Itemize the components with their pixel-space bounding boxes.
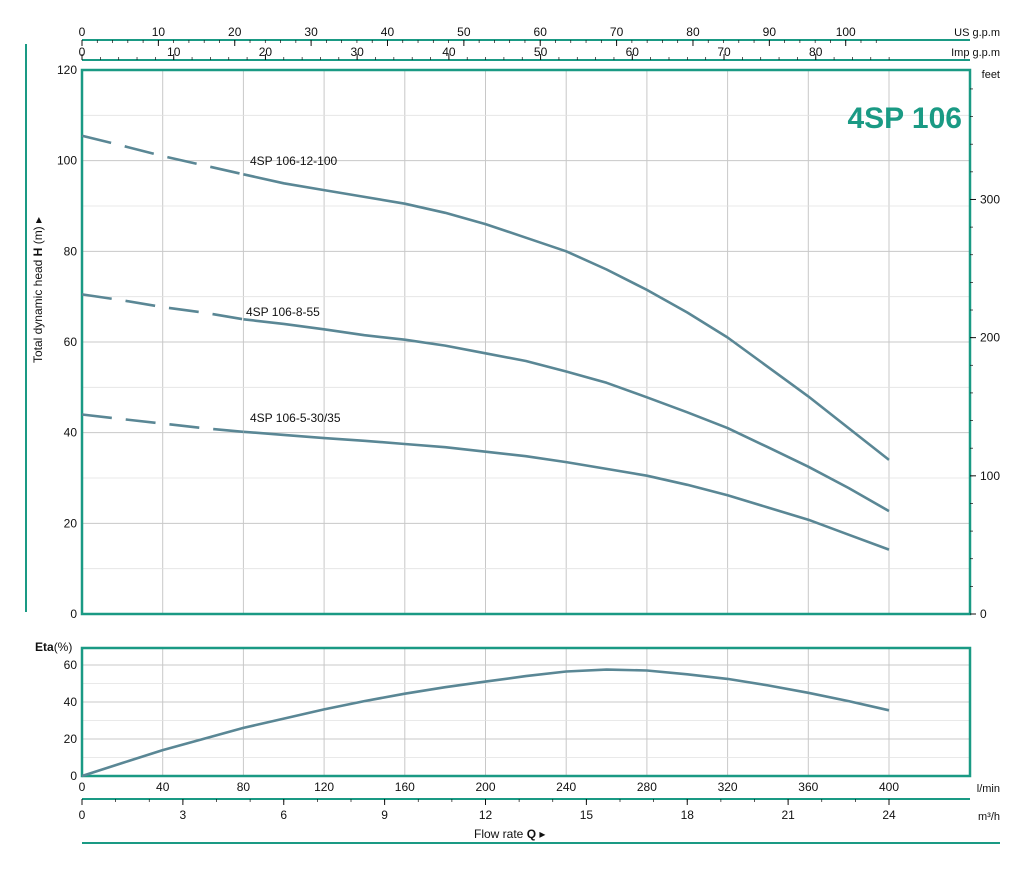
feet-tick-label: 200 xyxy=(980,331,1000,345)
imp-gpm-tick-label: 80 xyxy=(809,45,823,59)
imp-gpm-tick-label: 10 xyxy=(167,45,181,59)
feet-unit-label: feet xyxy=(982,69,1000,81)
m3h-tick-label: 15 xyxy=(580,808,594,822)
m3h-tick-label: 0 xyxy=(79,808,86,822)
lmin-tick-label: 200 xyxy=(475,780,495,794)
eta-y-tick-label: 20 xyxy=(64,732,78,746)
lmin-unit-label: l/min xyxy=(977,783,1000,795)
curve-label: 4SP 106-12-100 xyxy=(250,154,338,168)
lmin-tick-label: 80 xyxy=(237,780,251,794)
feet-tick-label: 300 xyxy=(980,192,1000,206)
us-gpm-tick-label: 60 xyxy=(534,25,548,39)
imp-gpm-unit: Imp g.p.m xyxy=(951,47,1000,59)
us-gpm-tick-label: 80 xyxy=(686,25,700,39)
lmin-tick-label: 120 xyxy=(314,780,334,794)
m3h-tick-label: 21 xyxy=(781,808,795,822)
imp-gpm-tick-label: 50 xyxy=(534,45,548,59)
head-y-tick-label: 60 xyxy=(64,335,78,349)
us-gpm-tick-label: 10 xyxy=(152,25,166,39)
feet-tick-label: 100 xyxy=(980,469,1000,483)
us-gpm-unit: US g.p.m xyxy=(954,27,1000,39)
imp-gpm-tick-label: 60 xyxy=(626,45,640,59)
imp-gpm-tick-label: 40 xyxy=(442,45,456,59)
head-curve-dashed-2 xyxy=(81,293,244,321)
m3h-tick-label: 3 xyxy=(180,808,187,822)
us-gpm-tick-label: 100 xyxy=(836,25,856,39)
head-y-tick-label: 80 xyxy=(64,244,78,258)
eta-y-tick-label: 60 xyxy=(64,658,78,672)
head-curve-2 xyxy=(243,318,890,513)
lmin-tick-label: 160 xyxy=(395,780,415,794)
head-y-tick-label: 20 xyxy=(64,516,78,530)
us-gpm-tick-label: 70 xyxy=(610,25,624,39)
imp-gpm-tick-label: 20 xyxy=(259,45,273,59)
lmin-tick-label: 240 xyxy=(556,780,576,794)
imp-gpm-tick-label: 30 xyxy=(350,45,364,59)
us-gpm-tick-label: 90 xyxy=(763,25,777,39)
head-curve-1 xyxy=(243,173,890,461)
us-gpm-tick-label: 30 xyxy=(304,25,318,39)
head-y-axis-label: Total dynamic head H (m) ▸ xyxy=(31,217,45,363)
curve-label: 4SP 106-8-55 xyxy=(246,305,320,319)
m3h-tick-label: 6 xyxy=(280,808,287,822)
head-y-tick-label: 40 xyxy=(64,426,78,440)
imp-gpm-tick-label: 70 xyxy=(717,45,731,59)
us-gpm-tick-label: 40 xyxy=(381,25,395,39)
us-gpm-tick-label: 0 xyxy=(79,25,86,39)
m3h-unit-label: m³/h xyxy=(978,811,1000,823)
head-y-tick-label: 100 xyxy=(57,154,77,168)
us-gpm-tick-label: 20 xyxy=(228,25,242,39)
flow-rate-label: Flow rate Q ▸ xyxy=(474,827,545,841)
head-y-tick-label: 0 xyxy=(70,607,77,621)
head-curve-3 xyxy=(243,430,890,551)
lmin-tick-label: 280 xyxy=(637,780,657,794)
feet-tick-label: 0 xyxy=(980,607,987,621)
eta-y-tick-label: 0 xyxy=(70,769,77,783)
eta-y-tick-label: 40 xyxy=(64,695,78,709)
m3h-tick-label: 12 xyxy=(479,808,493,822)
chart-title: 4SP 106 xyxy=(847,102,962,135)
m3h-tick-label: 24 xyxy=(882,808,896,822)
head-curve-dashed-3 xyxy=(81,413,244,434)
head-curve-dashed-1 xyxy=(81,134,244,176)
us-gpm-tick-label: 50 xyxy=(457,25,471,39)
eta-curve xyxy=(81,668,890,778)
head-y-tick-label: 120 xyxy=(57,63,77,77)
head-plot-frame xyxy=(80,68,972,616)
curve-label: 4SP 106-5-30/35 xyxy=(250,411,341,425)
lmin-tick-label: 0 xyxy=(79,780,86,794)
m3h-tick-label: 18 xyxy=(681,808,695,822)
lmin-tick-label: 360 xyxy=(798,780,818,794)
m3h-tick-label: 9 xyxy=(381,808,388,822)
imp-gpm-tick-label: 0 xyxy=(79,45,86,59)
lmin-tick-label: 400 xyxy=(879,780,899,794)
eta-y-axis-label: Eta(%) xyxy=(35,640,72,654)
lmin-tick-label: 320 xyxy=(718,780,738,794)
lmin-tick-label: 40 xyxy=(156,780,170,794)
eta-plot-frame xyxy=(80,646,972,778)
